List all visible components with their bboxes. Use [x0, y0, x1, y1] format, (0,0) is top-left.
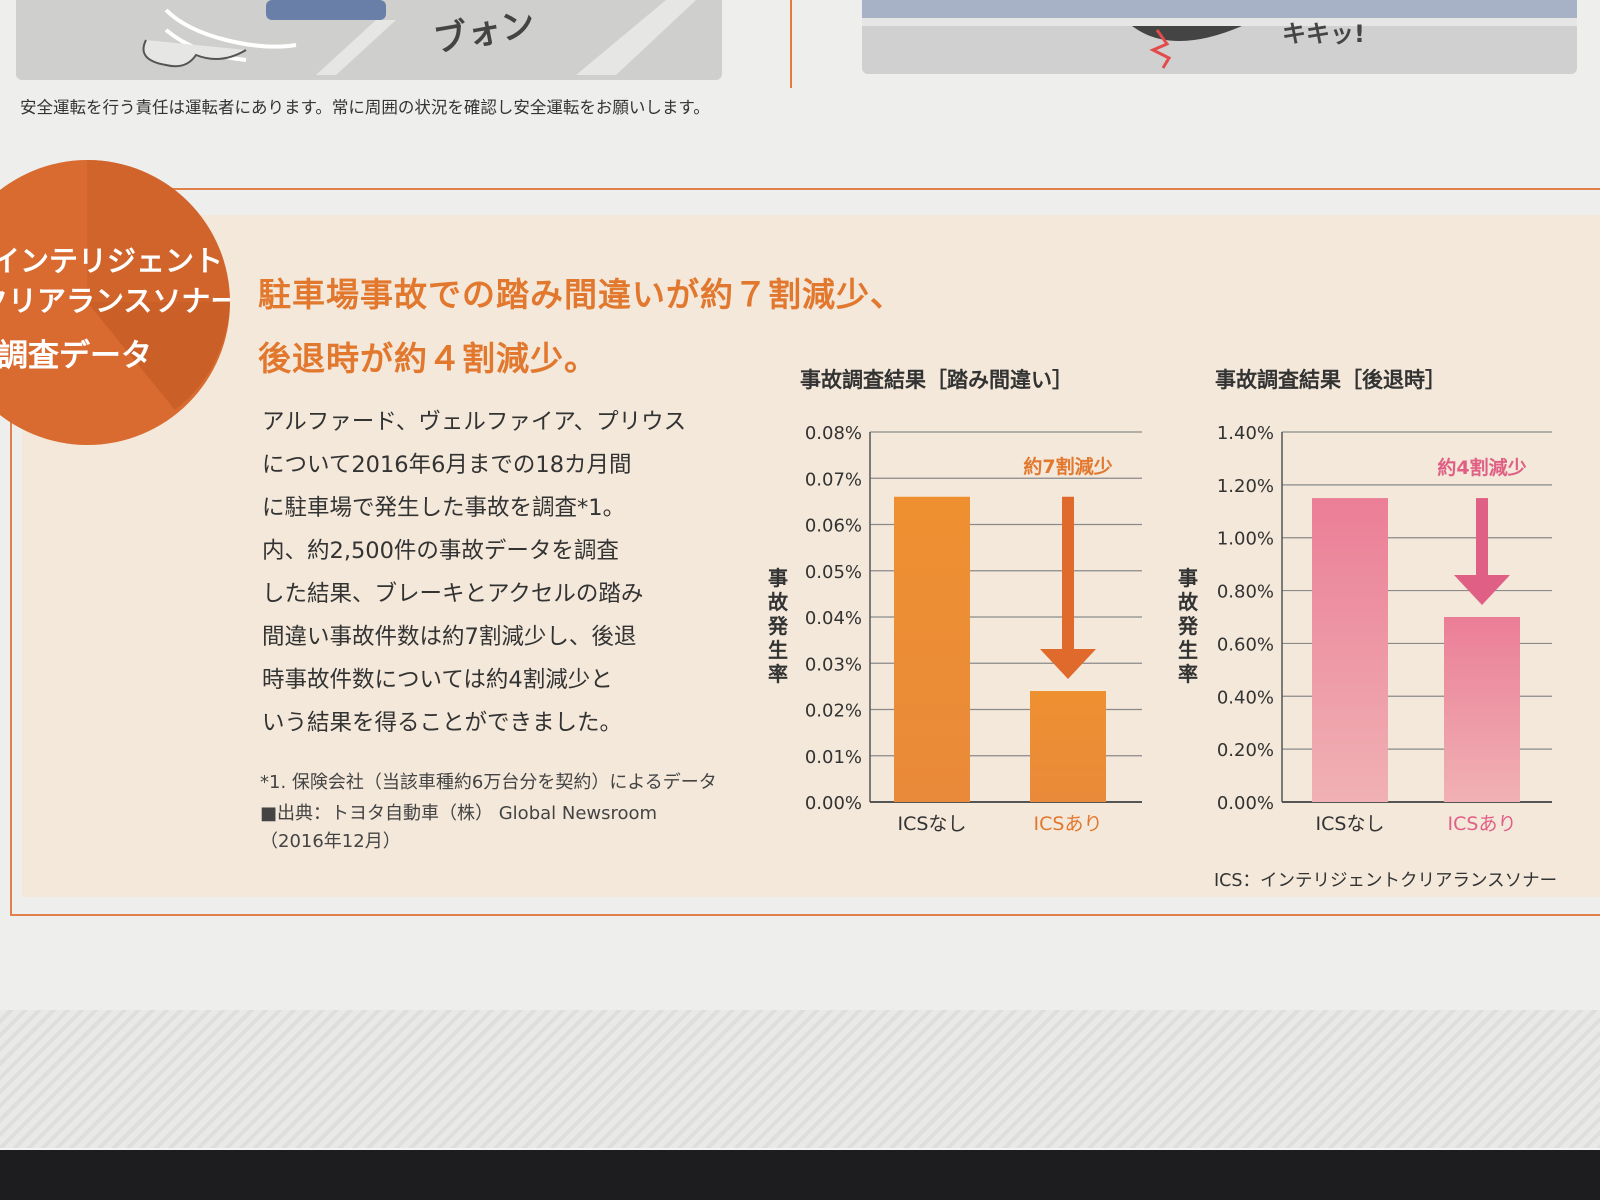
y-tick-label: 0.04%	[805, 608, 862, 629]
y-tick-label: 0.03%	[805, 654, 862, 675]
y-tick-label: 1.40%	[1217, 423, 1274, 444]
x-category-label: ICSあり	[1448, 813, 1517, 835]
reduction-annotation: 約4割減少	[1437, 456, 1526, 479]
bar-without-ics	[894, 496, 970, 802]
headline-line-2: 後退時が約４割減少。	[258, 339, 598, 378]
body-line: した結果、ブレーキとアクセルの踏み	[262, 581, 644, 607]
body-line: 内、約2,500件の事故データを調査	[262, 538, 619, 564]
section-badge: インテリジェント クリアランスソナー 調査データ	[0, 160, 230, 445]
reduction-arrow-head	[1454, 575, 1510, 605]
footnote-source-3: （2016年12月）	[260, 831, 401, 852]
footnote-source-1: *1. 保険会社（当該車種約6万台分を契約）によるデータ	[260, 772, 717, 793]
bar-without-ics	[1312, 498, 1388, 802]
chart-pedal-error: 0.00% 0.01% 0.02% 0.03% 0.04% 0.05% 0.06% 0.07%…	[805, 423, 1142, 835]
y-tick-label: 0.07%	[805, 469, 862, 490]
table-surface	[0, 1150, 1600, 1200]
y-tick-label: 1.20%	[1217, 476, 1274, 497]
safety-disclaimer: 安全運転を行う責任は運転者にあります。常に周囲の状況を確認し安全運転をお願いしま…	[20, 98, 710, 117]
headline-line-1: 駐車場事故での踏み間違いが約７割減少、	[258, 275, 904, 314]
reduction-arrow-shaft	[1062, 496, 1074, 649]
car-illustration-left: ブォン	[16, 0, 722, 80]
x-category-label: ICSなし	[1316, 813, 1385, 835]
stripe-background	[0, 1010, 1600, 1150]
chart-title-pedal: 事故調査結果［踏み間違い］	[800, 368, 1073, 392]
y-axis-label-pedal: 事故発生率	[768, 566, 788, 686]
car-illustration-right: キキッ!	[862, 0, 1577, 74]
x-category-label: ICSあり	[1034, 813, 1103, 835]
bar-with-ics	[1030, 691, 1106, 802]
body-line: に駐車場で発生した事故を調査*1。	[262, 495, 626, 521]
y-tick-label: 0.20%	[1217, 740, 1274, 761]
chart-title-reverse: 事故調査結果［後退時］	[1215, 368, 1446, 392]
sound-effect-right: キキッ!	[1282, 20, 1365, 48]
body-line: いう結果を得ることができました。	[262, 710, 623, 736]
y-tick-label: 0.80%	[1217, 582, 1274, 603]
x-category-label: ICSなし	[898, 813, 967, 835]
body-line: アルファード、ヴェルファイア、プリウス	[262, 409, 687, 435]
sound-effect-left: ブォン	[431, 4, 538, 61]
footnote-source-2: ■出典：トヨタ自動車（株） Global Newsroom	[260, 803, 658, 824]
body-line: について2016年6月までの18カ月間	[262, 452, 632, 478]
reduction-annotation: 約7割減少	[1023, 455, 1112, 478]
y-axis-label-reverse: 事故発生率	[1178, 566, 1198, 686]
y-tick-label: 0.00%	[1217, 793, 1274, 814]
section-divider	[790, 0, 792, 88]
y-tick-label: 1.00%	[1217, 529, 1274, 550]
ics-footnote: ICS：インテリジェントクリアランスソナー	[1214, 871, 1558, 891]
y-tick-label: 0.06%	[805, 516, 862, 537]
panel-frame	[10, 188, 1600, 916]
y-tick-label: 0.40%	[1217, 687, 1274, 708]
y-tick-label: 0.60%	[1217, 634, 1274, 655]
bar-with-ics	[1444, 617, 1520, 802]
badge-line-2: クリアランスソナー	[0, 284, 230, 318]
y-tick-label: 0.05%	[805, 562, 862, 583]
y-tick-label: 0.08%	[805, 423, 862, 444]
badge-line-1: インテリジェント	[0, 244, 224, 278]
exhaust-illustration: ブォン	[142, 0, 696, 75]
body-line: 時事故件数については約4割減少と	[262, 667, 613, 693]
y-tick-label: 0.02%	[805, 701, 862, 722]
y-tick-label: 0.01%	[805, 747, 862, 768]
reduction-arrow-shaft	[1476, 498, 1488, 575]
reduction-arrow-head	[1040, 649, 1096, 679]
y-tick-label: 0.00%	[805, 793, 862, 814]
chart-reverse: 0.00% 0.20% 0.40% 0.60% 0.80% 1.00% 1.20% 1.40%…	[1217, 423, 1552, 835]
body-line: 間違い事故件数は約7割減少し、後退	[262, 624, 637, 650]
badge-line-3: 調査データ	[0, 338, 152, 374]
